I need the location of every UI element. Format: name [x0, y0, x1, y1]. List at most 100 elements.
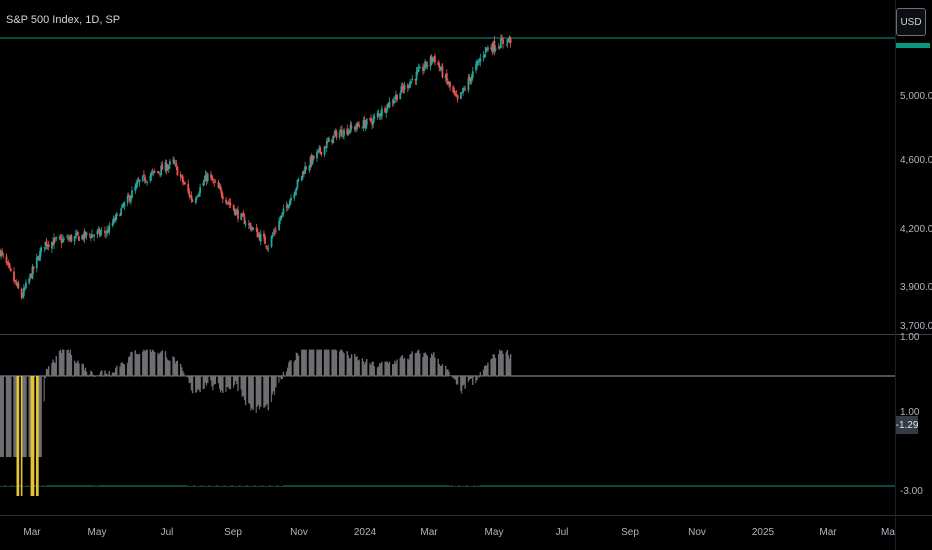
- candle-body: [96, 230, 99, 235]
- oscillator-bar: [73, 360, 76, 377]
- oscillator-bar: [366, 358, 368, 377]
- candle-body: [247, 223, 250, 225]
- oscillator-gap: [237, 390, 239, 486]
- oscillator-bar: [479, 372, 482, 377]
- oscillator-bar: [384, 361, 386, 377]
- oscillator-bar: [181, 367, 183, 377]
- oscillator-bar: [172, 356, 174, 377]
- oscillator-bar: [440, 365, 443, 377]
- oscillator-bar: [371, 361, 373, 377]
- candle-body: [285, 205, 288, 208]
- oscillator-bar: [135, 353, 138, 377]
- candle-body: [85, 232, 88, 236]
- oscillator-bar: [508, 358, 511, 377]
- candle-body: [364, 123, 367, 129]
- oscillator-bar: [128, 357, 130, 377]
- candle-body: [401, 86, 404, 89]
- candle-body: [221, 196, 224, 200]
- oscillator-bar: [485, 365, 487, 377]
- candle-body: [438, 63, 441, 68]
- candle-body: [502, 39, 504, 44]
- oscillator-bar: [58, 350, 61, 377]
- oscillator-bar: [112, 372, 115, 377]
- candle-body: [129, 197, 132, 202]
- time-axis-label: Nov: [290, 527, 308, 538]
- oscillator-bar: [432, 355, 434, 377]
- oscillator-gap: [195, 392, 197, 486]
- oscillator-bar: [142, 351, 144, 377]
- oscillator-gap: [7, 457, 10, 486]
- oscillator-bar: [469, 376, 472, 380]
- candle-body: [484, 47, 487, 53]
- candle-body: [16, 283, 19, 287]
- oscillator-bar: [258, 376, 261, 410]
- candle-body: [198, 193, 200, 197]
- candle-body: [490, 47, 493, 49]
- candle-body: [237, 209, 239, 219]
- candle-body: [440, 66, 443, 70]
- candle-body: [35, 257, 38, 269]
- oscillator-gap: [244, 405, 247, 486]
- oscillator-bar: [295, 352, 298, 377]
- candle-body: [475, 64, 477, 71]
- candle-body: [153, 171, 156, 172]
- candle-body: [508, 36, 511, 42]
- oscillator-gap: [280, 379, 282, 486]
- candle-body: [46, 245, 49, 247]
- candle-body: [331, 139, 334, 143]
- candle-body: [325, 141, 328, 149]
- candle-body: [234, 210, 237, 216]
- oscillator-bar: [363, 364, 366, 377]
- oscillator-gap: [478, 377, 480, 486]
- candle-body: [97, 229, 100, 231]
- candle-body: [271, 235, 274, 237]
- oscillator-bar: [270, 376, 273, 403]
- oscillator-bar: [229, 376, 232, 390]
- candle-body: [190, 195, 193, 201]
- candle-body: [349, 124, 352, 133]
- candle-body: [361, 127, 364, 129]
- oscillator-gap: [2, 457, 4, 486]
- candle-body: [448, 83, 450, 84]
- candle-body: [211, 175, 213, 181]
- candle-body: [423, 68, 425, 71]
- oscillator-bar: [506, 349, 509, 377]
- candle-body: [75, 232, 78, 236]
- candle-body: [187, 183, 190, 192]
- oscillator-bar: [297, 355, 300, 377]
- candle-body: [415, 71, 418, 81]
- oscillator-bar: [287, 367, 289, 377]
- currency-button[interactable]: USD: [896, 8, 926, 36]
- candle-body: [372, 118, 375, 124]
- oscillator-bar: [379, 363, 381, 377]
- candle-body: [370, 117, 372, 122]
- oscillator-bar: [159, 352, 161, 377]
- oscillator-bar: [77, 360, 79, 377]
- candle-body: [453, 90, 456, 93]
- candle-body: [281, 212, 284, 216]
- oscillator-bar: [175, 361, 178, 377]
- oscillator-gap: [234, 384, 236, 486]
- oscillator-bar: [393, 364, 395, 377]
- candle-body: [327, 138, 330, 142]
- oscillator-bar: [305, 349, 307, 377]
- candle-body: [430, 56, 433, 62]
- candle-body: [294, 191, 297, 196]
- candle-body: [70, 235, 73, 242]
- candle-body: [220, 190, 223, 197]
- oscillator-bar: [248, 376, 250, 404]
- oscillator-bar: [361, 358, 364, 377]
- candle-body: [14, 280, 17, 282]
- candle-body: [410, 80, 412, 84]
- candle-body: [509, 37, 512, 43]
- candle-body: [433, 55, 436, 63]
- candle-body: [161, 164, 164, 170]
- oscillator-bar: [107, 374, 109, 377]
- oscillator-gap: [218, 388, 221, 486]
- candle-body: [308, 165, 311, 171]
- oscillator-gap: [198, 389, 200, 486]
- oscillator-bar: [491, 358, 493, 377]
- oscillator-bar: [483, 366, 486, 377]
- oscillator-bar: [116, 365, 118, 377]
